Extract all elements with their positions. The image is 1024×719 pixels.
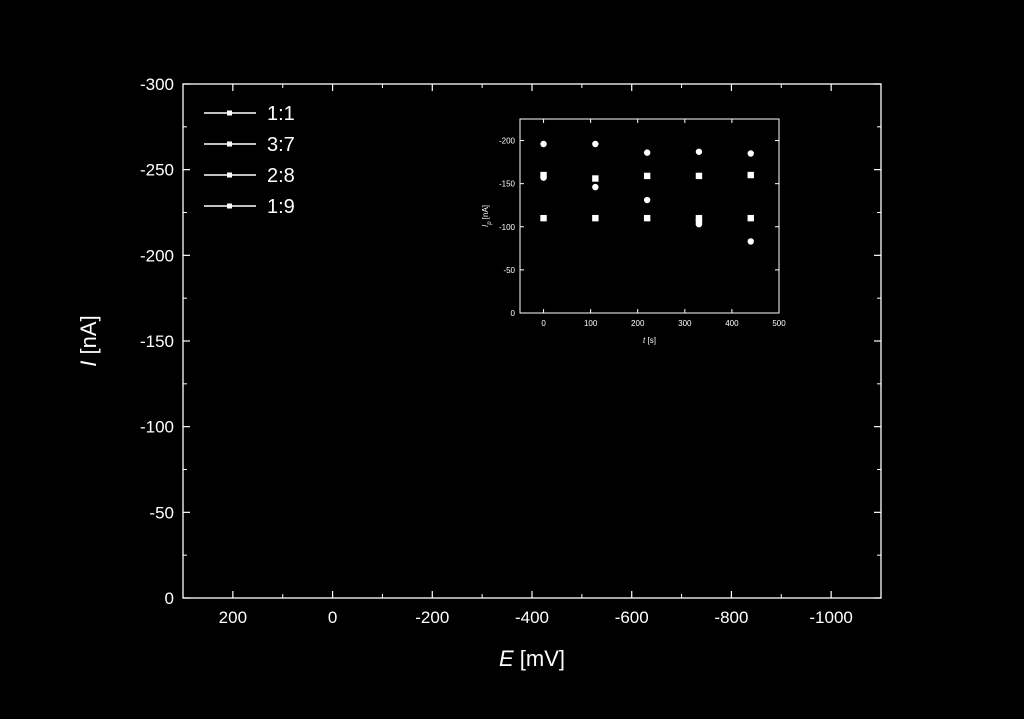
- x-tick-label: 200: [219, 608, 247, 627]
- x-tick-label: 0: [328, 608, 337, 627]
- inset-x-axis-unit: [s]: [645, 336, 656, 345]
- x-axis-title: E [mV]: [499, 646, 565, 671]
- inset-x-tick-label: 200: [631, 319, 645, 328]
- inset-x-tick-label: 500: [772, 319, 786, 328]
- legend-marker: [227, 110, 232, 116]
- inset-point-square: [747, 214, 754, 222]
- legend-label: 3:7: [267, 134, 295, 156]
- inset-point-circle: [643, 196, 651, 204]
- y-axis-unit: [nA]: [76, 315, 101, 360]
- inset-point-square: [643, 172, 651, 180]
- inset-point-square: [747, 171, 754, 179]
- x-tick-label: -400: [515, 608, 549, 627]
- y-tick-label: -250: [140, 161, 174, 180]
- legend-marker: [227, 203, 232, 209]
- inset-point-square: [592, 175, 599, 182]
- x-axis-variable: E: [499, 646, 514, 671]
- inset-point-square: [695, 214, 703, 222]
- inset-point-circle: [592, 183, 599, 191]
- inset-plot: 0 100 200 300 400 500 0 -50 -100 -150 -200 t [s] Ip …: [481, 118, 786, 345]
- inset-point-square: [592, 214, 599, 222]
- inset-x-tick-label: 100: [584, 319, 598, 328]
- legend-label: 1:9: [267, 196, 295, 218]
- inset-x-tick-label: 0: [541, 319, 546, 328]
- inset-point-circle: [540, 140, 547, 148]
- inset-point-square: [540, 214, 547, 222]
- x-tick-label: -200: [415, 608, 449, 627]
- legend-label: 1:1: [267, 103, 295, 125]
- inset-y-tick-label: -200: [499, 137, 516, 146]
- inset-y-tick-label: -100: [499, 223, 516, 232]
- x-tick-label: -1000: [809, 608, 852, 627]
- y-tick-label: 0: [165, 589, 174, 608]
- y-tick-label: -200: [140, 246, 174, 265]
- y-axis-title: I [nA]: [76, 315, 101, 366]
- inset-point-square: [695, 218, 703, 225]
- inset-y-tick-label: -150: [499, 180, 516, 189]
- y-tick-label: -150: [140, 332, 174, 351]
- y-tick-label: -50: [149, 503, 174, 522]
- inset-y-axis-variable: I: [481, 224, 490, 227]
- inset-point-circle: [540, 174, 547, 181]
- y-tick-label: -300: [140, 75, 174, 94]
- inset-y-tick-label: 0: [511, 309, 516, 318]
- x-tick-label: -600: [615, 608, 649, 627]
- legend-marker: [227, 141, 232, 147]
- inset-point-circle: [695, 148, 703, 155]
- main-plot: 200 0 -200 -400 -600 -800 -10000-50-100-150-20…: [76, 75, 882, 671]
- inset-point-circle: [592, 140, 599, 148]
- inset-y-axis-title: Ip [nA]: [481, 205, 493, 227]
- inset-x-axis-variable: t: [643, 336, 646, 345]
- legend-marker: [227, 172, 232, 178]
- inset-x-axis-title: t [s]: [643, 336, 656, 345]
- inset-point-square: [695, 172, 703, 180]
- inset-y-axis-subscript: p: [487, 221, 493, 226]
- inset-x-tick-label: 300: [678, 319, 692, 328]
- inset-point-circle: [747, 150, 754, 157]
- inset-point-square: [643, 214, 651, 222]
- y-tick-label: -100: [140, 418, 174, 437]
- inset-x-tick-label: 400: [725, 319, 739, 328]
- x-axis-unit: [mV]: [514, 646, 565, 671]
- inset-y-axis-unit: [nA]: [481, 205, 490, 221]
- inset-y-tick-label: -50: [503, 266, 515, 275]
- inset-point-circle: [747, 238, 754, 245]
- legend-label: 2:8: [267, 165, 295, 187]
- y-axis-variable: I: [76, 361, 101, 367]
- x-tick-label: -800: [714, 608, 748, 627]
- inset-point-circle: [643, 149, 651, 156]
